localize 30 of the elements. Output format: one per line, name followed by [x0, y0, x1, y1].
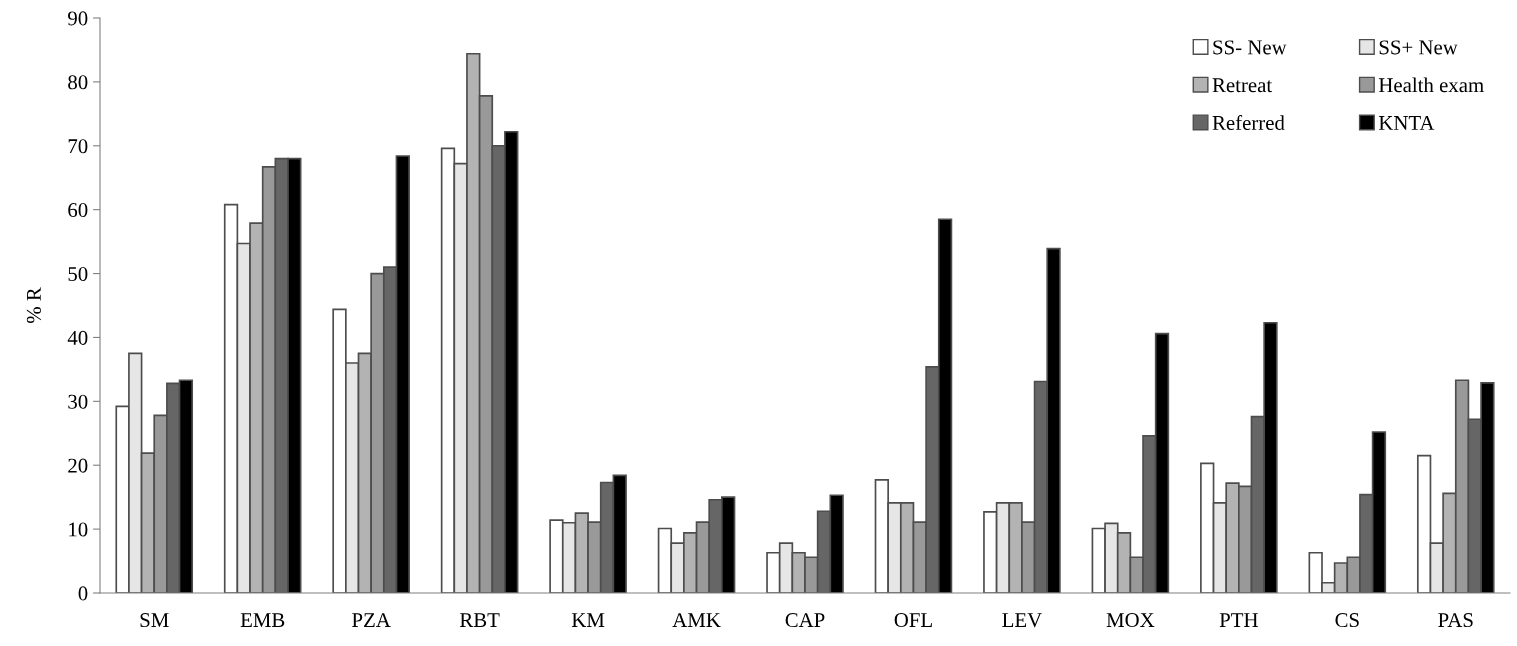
x-tick-label: MOX [1106, 613, 1155, 628]
y-tick-label: 0 [78, 586, 88, 601]
y-axis-title: % R [26, 287, 41, 324]
y-tick-label: 90 [68, 11, 88, 26]
y-tick-label: 50 [68, 266, 88, 281]
legend-label: SS- New [1213, 40, 1287, 55]
legend-label: Health exam [1378, 77, 1484, 93]
x-tick-label: PAS [1438, 613, 1473, 628]
legend-label: KNTA [1378, 116, 1435, 130]
x-tick-label: OFL [894, 613, 932, 628]
y-tick-label: 10 [69, 522, 88, 537]
x-tick-label: PZA [352, 613, 391, 627]
y-tick-label: 20 [68, 458, 88, 473]
x-tick-label: PTH [1219, 613, 1258, 627]
y-tick-label: 60 [68, 203, 88, 218]
y-tick-label: 40 [67, 330, 88, 345]
x-tick-label: SM [140, 613, 169, 628]
y-tick-label: 80 [68, 75, 88, 90]
y-tick-label: 30 [68, 394, 88, 409]
x-tick-label: LEV [1002, 613, 1042, 628]
y-tick-label: 70 [68, 139, 88, 154]
legend-label: Retreat [1212, 78, 1273, 93]
x-tick-label: EMB [240, 613, 285, 627]
x-tick-label: KM [571, 613, 605, 627]
legend-label: Referred [1212, 115, 1285, 130]
x-tick-label: CAP [785, 613, 825, 628]
legend-label: SS+ New [1379, 40, 1458, 55]
x-tick-label: AMK [672, 613, 721, 627]
x-tick-label: CS [1335, 613, 1359, 628]
x-tick-label: RBT [459, 613, 500, 627]
